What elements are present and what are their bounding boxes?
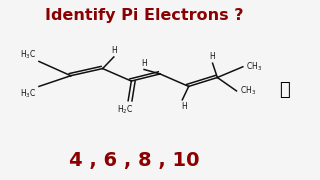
Text: 🤷: 🤷 <box>279 81 290 99</box>
Text: H: H <box>141 59 147 68</box>
Text: H: H <box>181 102 187 111</box>
Text: 4 , 6 , 8 , 10: 4 , 6 , 8 , 10 <box>69 151 200 170</box>
Text: $\mathregular{CH_3}$: $\mathregular{CH_3}$ <box>240 85 256 97</box>
Text: $\mathregular{H_3C}$: $\mathregular{H_3C}$ <box>20 48 36 60</box>
Text: $\mathregular{CH_3}$: $\mathregular{CH_3}$ <box>246 60 262 73</box>
Text: $\mathregular{H_3C}$: $\mathregular{H_3C}$ <box>20 87 36 100</box>
Text: Identify Pi Electrons ?: Identify Pi Electrons ? <box>45 8 243 23</box>
Text: H: H <box>111 46 117 55</box>
Text: H: H <box>210 52 215 61</box>
Text: $\mathregular{H_2C}$: $\mathregular{H_2C}$ <box>117 103 133 116</box>
